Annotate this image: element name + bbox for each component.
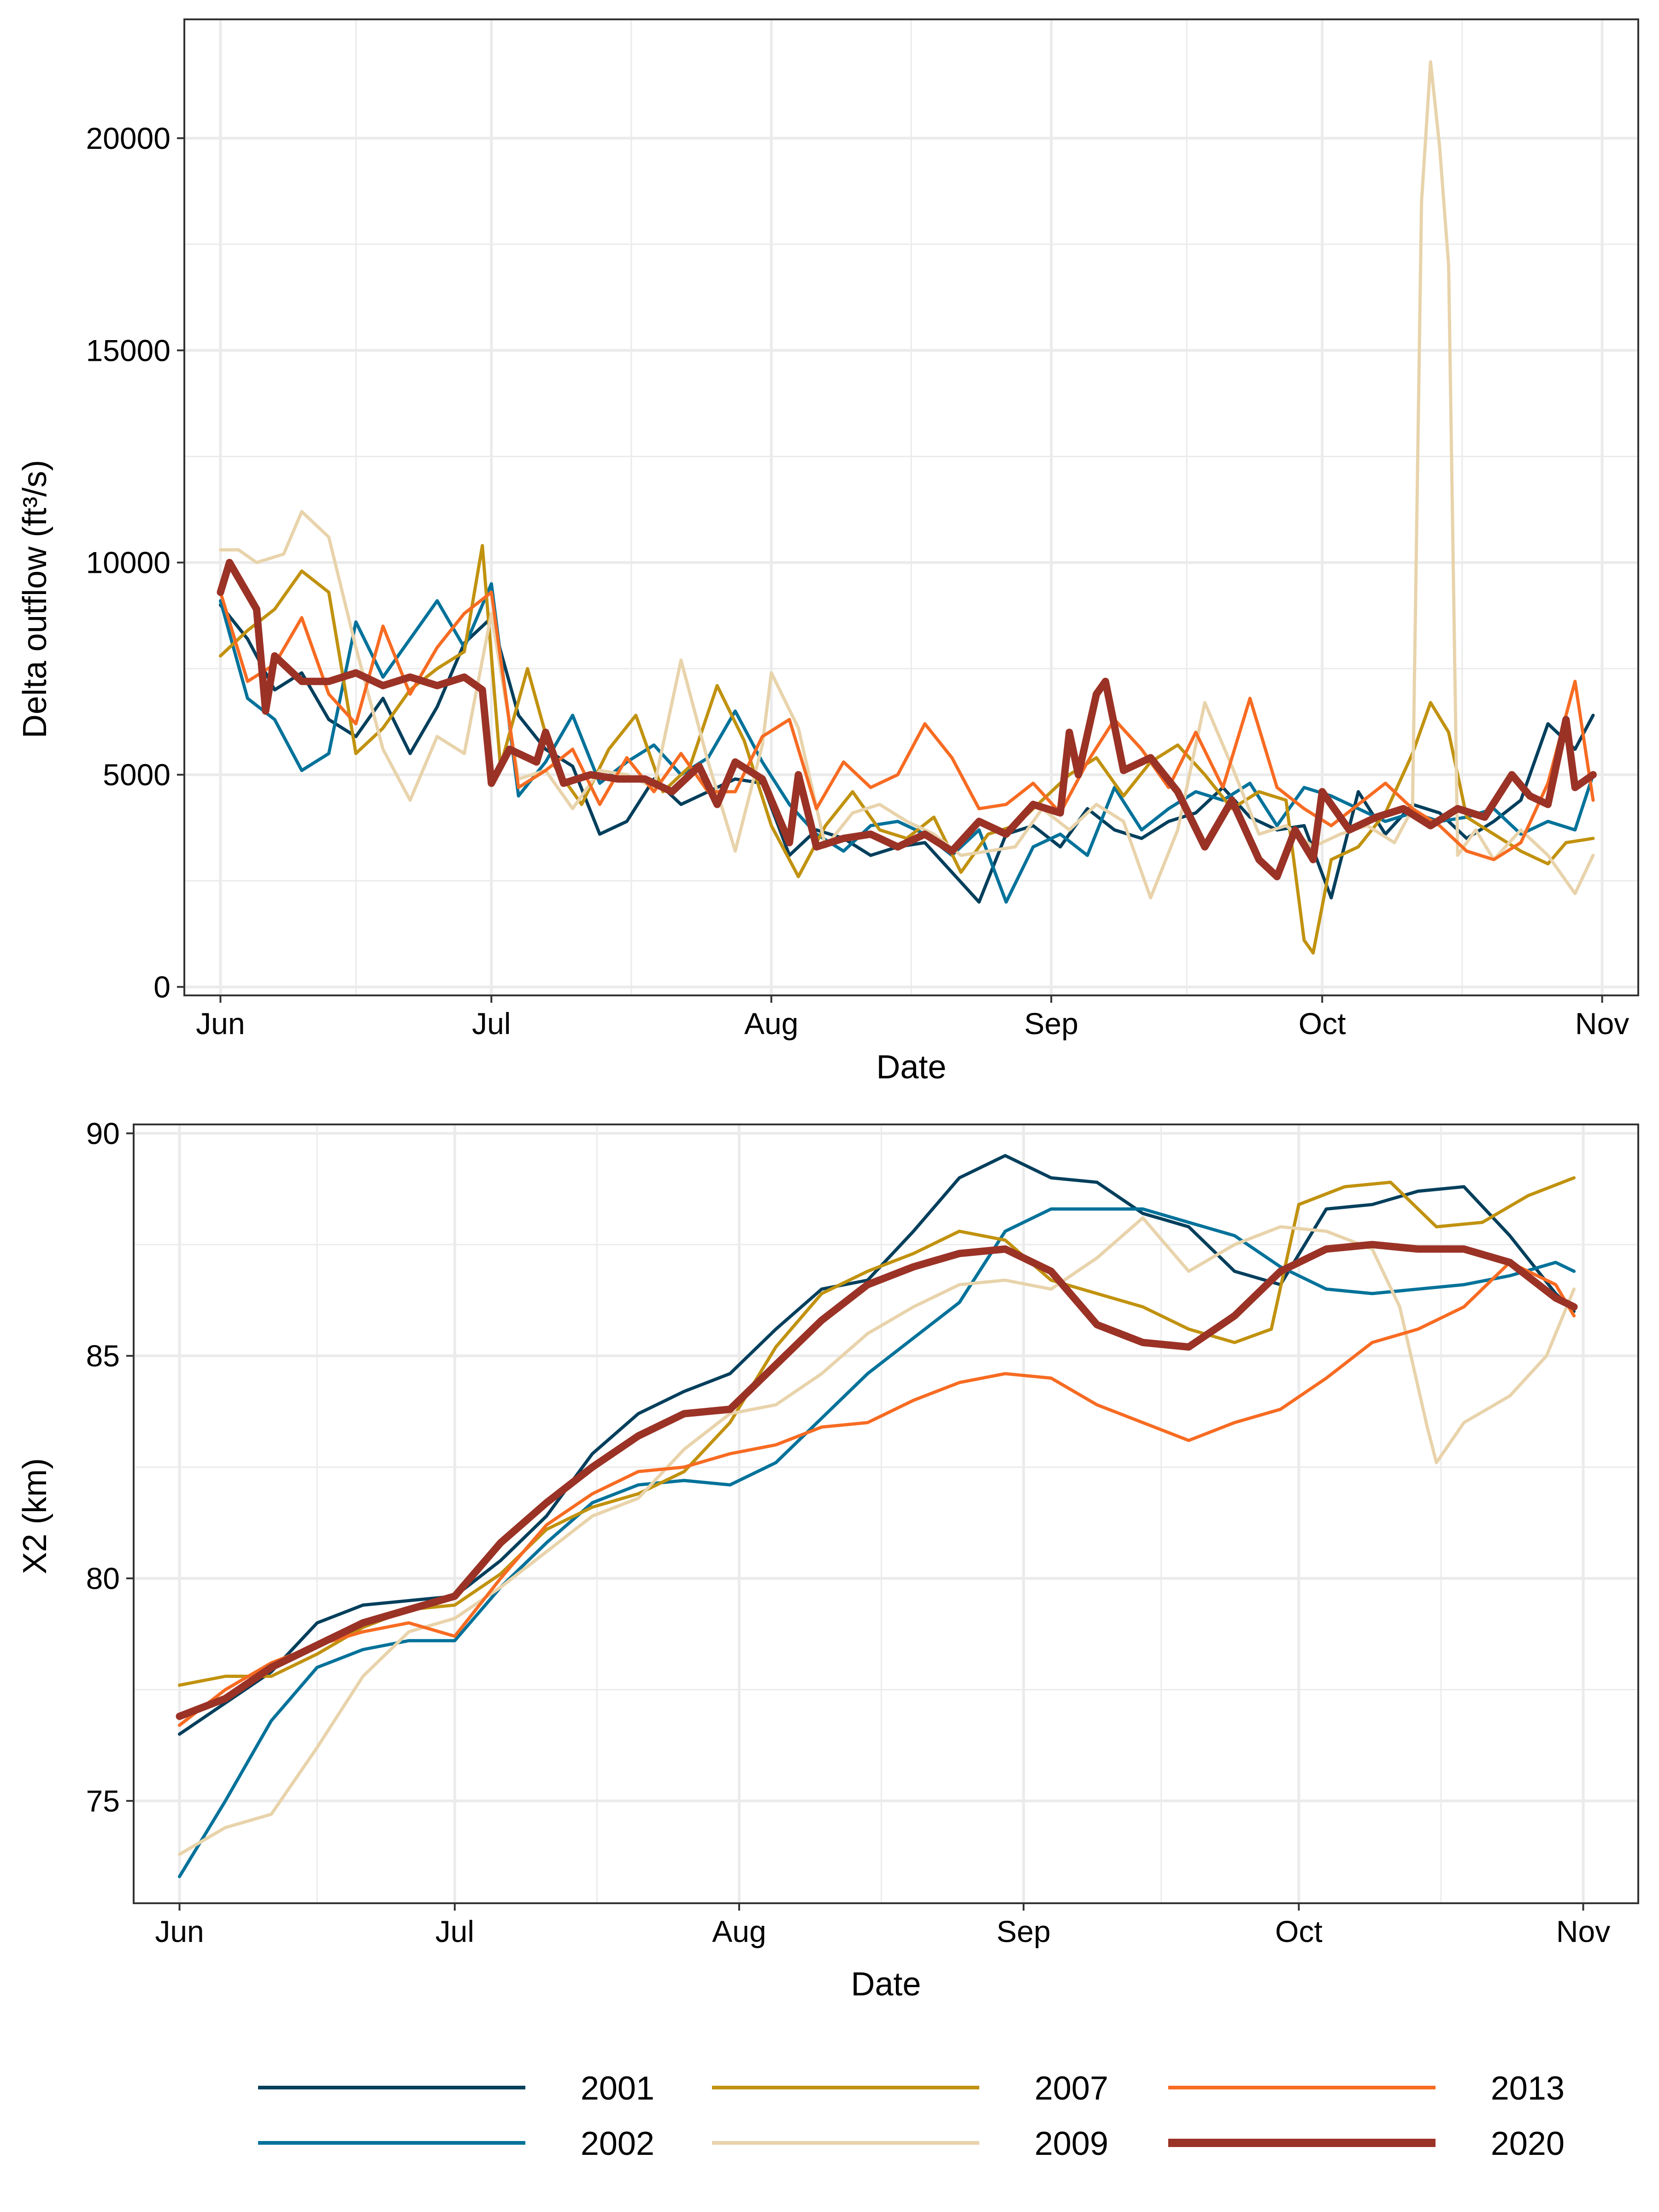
outflow-x-tick-label-oct: Oct (1299, 1006, 1346, 1041)
x2-series-line-2020 (176, 1241, 1578, 1720)
x2-y-axis-title: X2 (km) (17, 1458, 53, 1574)
outflow-x-axis-title: Date (876, 1049, 946, 1086)
x2-x-tick-label-oct: Oct (1275, 1914, 1323, 1948)
x2-x-tick-label-jul: Jul (435, 1914, 474, 1948)
legend-label-2020: 2020 (1491, 2125, 1565, 2162)
legend-label-2013: 2013 (1491, 2070, 1565, 2107)
x2-series-line-2009 (178, 1216, 1576, 1856)
outflow-x-tick-label-aug: Aug (744, 1006, 798, 1041)
legend-label-2007: 2007 (1035, 2070, 1108, 2107)
legend: 2001 2002 2007 2009 2013 2020 (258, 2070, 1565, 2162)
outflow-series-group (217, 60, 1597, 955)
x2-y-tick-label-80: 80 (86, 1561, 120, 1595)
outflow-y-tick-label-0: 0 (153, 970, 171, 1004)
x2-panel-border (133, 1124, 1639, 1904)
x2-plot-background (134, 1124, 1638, 1903)
outflow-y-tick-label-15000: 15000 (86, 333, 171, 367)
outflow-series-line-2020 (217, 559, 1597, 881)
outflow-panel-border (183, 18, 1639, 996)
outflow-x-tick-label-sep: Sep (1024, 1006, 1078, 1041)
outflow-x-tick-label-nov: Nov (1575, 1006, 1629, 1041)
outflow-x-tick-label-jul: Jul (472, 1006, 511, 1041)
outflow-x-tick-label-jun: Jun (196, 1006, 245, 1041)
legend-label-2001: 2001 (581, 2070, 654, 2107)
legend-label-2009: 2009 (1035, 2125, 1108, 2162)
x2-x-axis-title: Date (851, 1966, 921, 2003)
x2-x-tick-label-nov: Nov (1556, 1914, 1610, 1948)
legend-label-2002: 2002 (581, 2125, 654, 2162)
outflow-series-line-2013 (218, 590, 1595, 861)
x2-x-tick-label-aug: Aug (712, 1914, 766, 1948)
x2-x-tick-label-jun: Jun (155, 1914, 204, 1948)
x2-x-tick-label-sep: Sep (996, 1914, 1050, 1948)
x2-y-tick-label-90: 90 (86, 1116, 120, 1150)
outflow-y-axis-title: Delta outflow (ft³/s) (17, 460, 53, 738)
outflow-series-line-2002 (218, 582, 1595, 904)
outflow-y-tick-label-5000: 5000 (103, 758, 171, 792)
x2-y-tick-label-75: 75 (86, 1784, 120, 1818)
outflow-y-tick-label-20000: 20000 (86, 121, 171, 155)
x2-series-group (176, 1154, 1578, 1878)
x2-y-tick-label-85: 85 (86, 1339, 120, 1373)
outflow-y-tick-label-10000: 10000 (86, 546, 171, 580)
outflow-series-line-2001 (218, 603, 1595, 904)
x2-series-line-2001 (178, 1154, 1576, 1736)
x2-series-line-2002 (178, 1207, 1576, 1878)
x2-series-line-2013 (178, 1260, 1576, 1727)
outflow-panel: Jun Jul Aug Sep Oct Nov 0 5000 10000 15000 20000 Da… (17, 18, 1639, 1086)
x2-panel: Jun Jul Aug Sep Oct Nov 75 80 85 90 Date X2 (km) (17, 1116, 1639, 2003)
